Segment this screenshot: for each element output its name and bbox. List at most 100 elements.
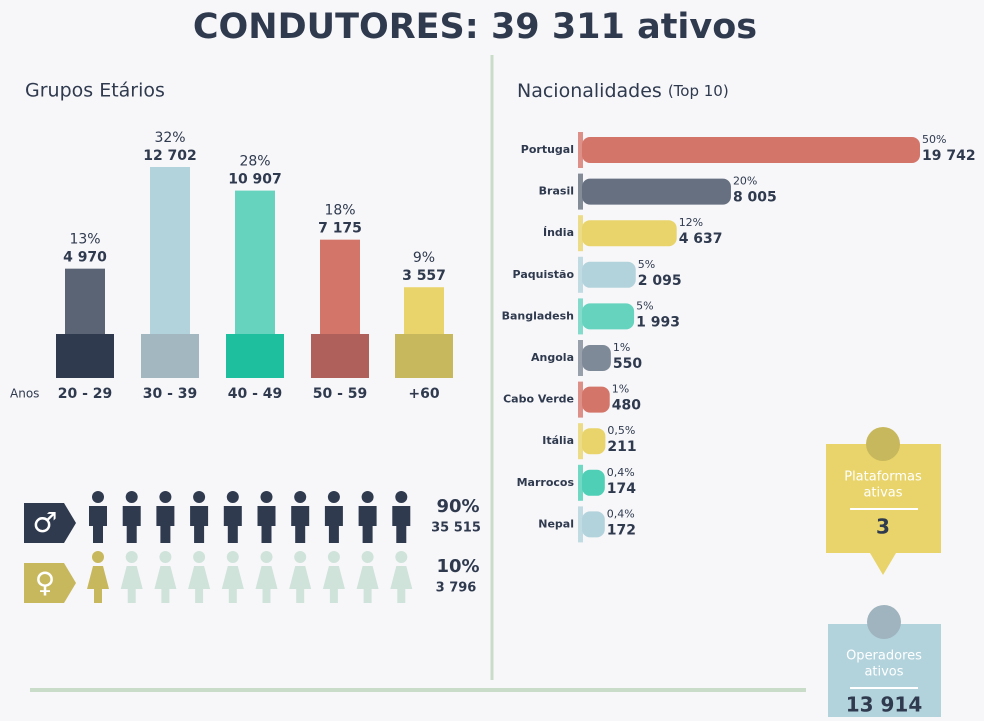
share-label: 5% <box>636 299 653 312</box>
y-tick-label: Brasil <box>539 185 574 198</box>
person-icon-body <box>289 566 312 603</box>
gender-share: 10% <box>436 556 479 577</box>
y-tick-label: Itália <box>542 434 574 447</box>
value-label: 8 005 <box>733 190 777 206</box>
share-label: 5% <box>638 258 655 271</box>
bar <box>582 469 605 496</box>
chart-title: Nacionalidades (Top 10) <box>517 80 729 102</box>
value-label: 1 993 <box>636 314 680 330</box>
stat-box-pointer <box>870 553 896 575</box>
gender-share: 90% <box>436 496 479 517</box>
share-label: 0,4% <box>607 507 635 520</box>
value-label: 3 557 <box>402 268 446 284</box>
bar-cap <box>578 215 583 252</box>
bar-cap <box>578 423 583 460</box>
page-title: CONDUTORES: 39 311 ativos <box>193 7 757 47</box>
male-badge <box>24 503 76 543</box>
value-label: 7 175 <box>318 221 362 237</box>
bar <box>582 511 605 538</box>
value-label: 480 <box>612 398 641 414</box>
share-label: 0,5% <box>607 424 635 437</box>
value-label: 2 095 <box>638 273 682 289</box>
bar <box>582 345 611 371</box>
person-icon-head <box>395 551 408 563</box>
person-icon-body <box>87 566 109 603</box>
person-icon-head <box>361 551 374 563</box>
share-label: 12% <box>679 216 703 229</box>
person-icon-head <box>294 491 307 503</box>
value-label: 172 <box>607 522 636 538</box>
person-icon-body <box>190 506 209 543</box>
share-label: 50% <box>922 133 946 146</box>
x-tick-label: 40 - 49 <box>228 386 283 402</box>
value-label: 4 970 <box>63 250 107 266</box>
x-tick-label: 30 - 39 <box>143 386 198 402</box>
person-icon-body <box>358 506 377 543</box>
person-icon-body <box>154 566 177 603</box>
stat-label: Plataformas <box>844 470 922 485</box>
bar-base <box>141 334 199 378</box>
bar-base <box>56 334 114 378</box>
stat-box <box>826 444 941 553</box>
stat-value: 13 914 <box>846 693 923 717</box>
bar-cap <box>578 340 583 376</box>
bar <box>582 261 636 288</box>
share-label: 28% <box>239 154 270 170</box>
y-tick-label: Bangladesh <box>502 309 574 322</box>
value-label: 174 <box>607 481 636 497</box>
share-label: 20% <box>733 175 757 188</box>
gender-symbol: ♀ <box>35 566 56 599</box>
bar <box>582 303 635 330</box>
bar-base <box>395 334 453 378</box>
value-label: 10 907 <box>228 172 282 188</box>
person-icon-body <box>257 506 276 543</box>
bar-cap <box>578 298 583 335</box>
person-icon-body <box>390 566 413 603</box>
chart-subtitle: (Top 10) <box>668 82 729 100</box>
bar <box>320 239 360 334</box>
bar-cap <box>578 506 583 543</box>
person-icon-head <box>361 491 374 503</box>
person-icon-head <box>125 551 138 563</box>
stat-icon <box>867 605 901 639</box>
x-tick-label: +60 <box>408 386 439 402</box>
person-icon-body <box>324 506 343 543</box>
gender-count: 35 515 <box>431 521 481 536</box>
female-badge <box>24 563 76 603</box>
y-tick-label: Portugal <box>521 143 574 156</box>
y-tick-label: Paquistão <box>513 268 575 281</box>
bar <box>235 190 275 334</box>
person-icon-head <box>125 491 138 503</box>
gender-symbol: ♂ <box>32 506 57 539</box>
bar-cap <box>578 173 583 210</box>
bar <box>582 386 610 413</box>
y-tick-label: Cabo Verde <box>503 393 574 406</box>
person-icon-head <box>260 491 273 503</box>
share-label: 32% <box>154 130 185 146</box>
person-icon-body <box>392 506 411 543</box>
person-icon-body <box>291 506 310 543</box>
stat-label: ativos <box>864 665 903 680</box>
bar <box>404 287 444 334</box>
stat-label: Operadores <box>846 649 922 664</box>
bar-cap <box>578 132 583 168</box>
bar-base <box>226 334 284 378</box>
person-icon-body <box>188 566 211 603</box>
stat-icon <box>866 427 900 461</box>
person-icon-body <box>356 566 379 603</box>
bar <box>65 268 105 334</box>
value-label: 211 <box>607 439 636 455</box>
axis-label: Anos <box>10 387 39 401</box>
gender-count: 3 796 <box>436 581 477 596</box>
person-icon-head <box>260 551 273 563</box>
person-icon-body <box>221 566 244 603</box>
person-icon-body <box>322 566 345 603</box>
chart-title: Grupos Etários <box>25 80 165 102</box>
value-label: 19 742 <box>922 148 976 164</box>
person-icon-head <box>395 491 408 503</box>
share-label: 1% <box>612 383 629 396</box>
person-icon-head <box>193 551 206 563</box>
person-icon-body <box>223 506 242 543</box>
value-label: 550 <box>613 356 642 372</box>
person-icon-body <box>122 506 141 543</box>
